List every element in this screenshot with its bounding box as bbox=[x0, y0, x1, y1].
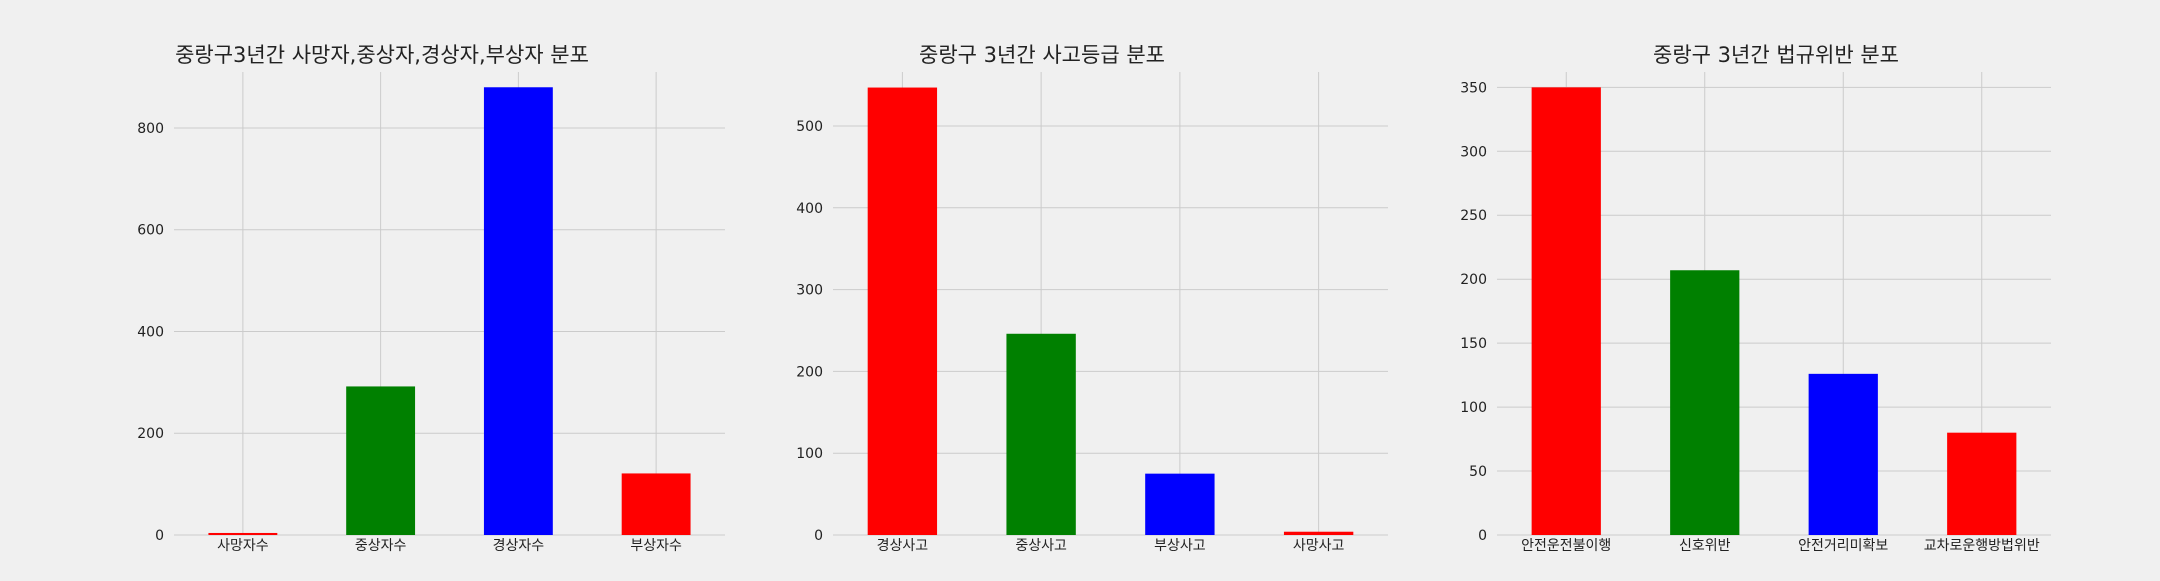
y-tick-label: 250 bbox=[1460, 208, 1487, 224]
bar-1 bbox=[208, 532, 278, 535]
y-tick-label: 300 bbox=[796, 283, 823, 299]
x-tick-label: 중상사고 bbox=[1015, 538, 1067, 554]
x-tick-label: 부상사고 bbox=[1154, 538, 1206, 554]
bar-4 bbox=[1947, 432, 2017, 535]
y-tick-label: 600 bbox=[137, 223, 164, 239]
bar-2 bbox=[346, 386, 416, 535]
x-tick-label: 교차로운행방법위반 bbox=[1924, 538, 2040, 554]
x-tick-label: 신호위반 bbox=[1679, 538, 1731, 554]
y-tick-label: 300 bbox=[1460, 144, 1487, 160]
chart-title: 중랑구3년간 사망자,중상자,경상자,부상자 분포 bbox=[175, 43, 589, 67]
y-tick-label: 400 bbox=[137, 324, 164, 340]
bar-4 bbox=[621, 473, 691, 535]
y-tick-label: 200 bbox=[137, 426, 164, 442]
chart-title: 중랑구 3년간 법규위반 분포 bbox=[1653, 43, 1899, 67]
x-tick-label: 경상자수 bbox=[493, 538, 545, 554]
chart-panel-accident-grade: 중랑구 3년간 사고등급 분포 0 100 200 300 400 500 경상사고 중상사고… bbox=[796, 43, 1388, 554]
y-tick-label: 0 bbox=[1478, 528, 1487, 544]
x-tick-label: 중상자수 bbox=[355, 538, 407, 554]
y-tick-label: 400 bbox=[796, 201, 823, 217]
x-tick-label: 경상사고 bbox=[877, 538, 929, 554]
y-tick-label: 100 bbox=[796, 446, 823, 462]
y-tick-label: 150 bbox=[1460, 336, 1487, 352]
y-tick-label: 50 bbox=[1469, 464, 1487, 480]
bar-3 bbox=[1808, 373, 1878, 535]
y-tick-label: 800 bbox=[137, 121, 164, 137]
bar-1 bbox=[1531, 87, 1601, 535]
y-tick-label: 350 bbox=[1460, 80, 1487, 96]
y-tick-label: 200 bbox=[796, 364, 823, 380]
y-tick-label: 0 bbox=[155, 528, 164, 544]
bar-3 bbox=[1145, 473, 1215, 535]
chart-panel-casualties: 중랑구3년간 사망자,중상자,경상자,부상자 분포 0 200 400 600 800 사… bbox=[137, 43, 725, 554]
bar-1 bbox=[867, 87, 938, 535]
chart-panel-law-violation: 중랑구 3년간 법규위반 분포 0 50 100 150 200 250 300 350 안전운… bbox=[1460, 43, 2051, 554]
chart-title: 중랑구 3년간 사고등급 분포 bbox=[919, 43, 1165, 67]
bar-2 bbox=[1006, 333, 1076, 535]
x-tick-label: 안전운전불이행 bbox=[1521, 538, 1611, 554]
bar-2 bbox=[1670, 270, 1740, 535]
x-tick-label: 사망자수 bbox=[217, 538, 269, 554]
y-tick-label: 0 bbox=[814, 528, 823, 544]
bar-4 bbox=[1283, 531, 1354, 535]
bar-3 bbox=[483, 87, 553, 535]
x-tick-label: 사망사고 bbox=[1293, 538, 1345, 554]
x-tick-label: 안전거리미확보 bbox=[1798, 538, 1888, 554]
y-tick-label: 100 bbox=[1460, 400, 1487, 416]
x-tick-label: 부상자수 bbox=[630, 538, 682, 554]
y-tick-label: 500 bbox=[796, 119, 823, 135]
y-tick-label: 200 bbox=[1460, 272, 1487, 288]
